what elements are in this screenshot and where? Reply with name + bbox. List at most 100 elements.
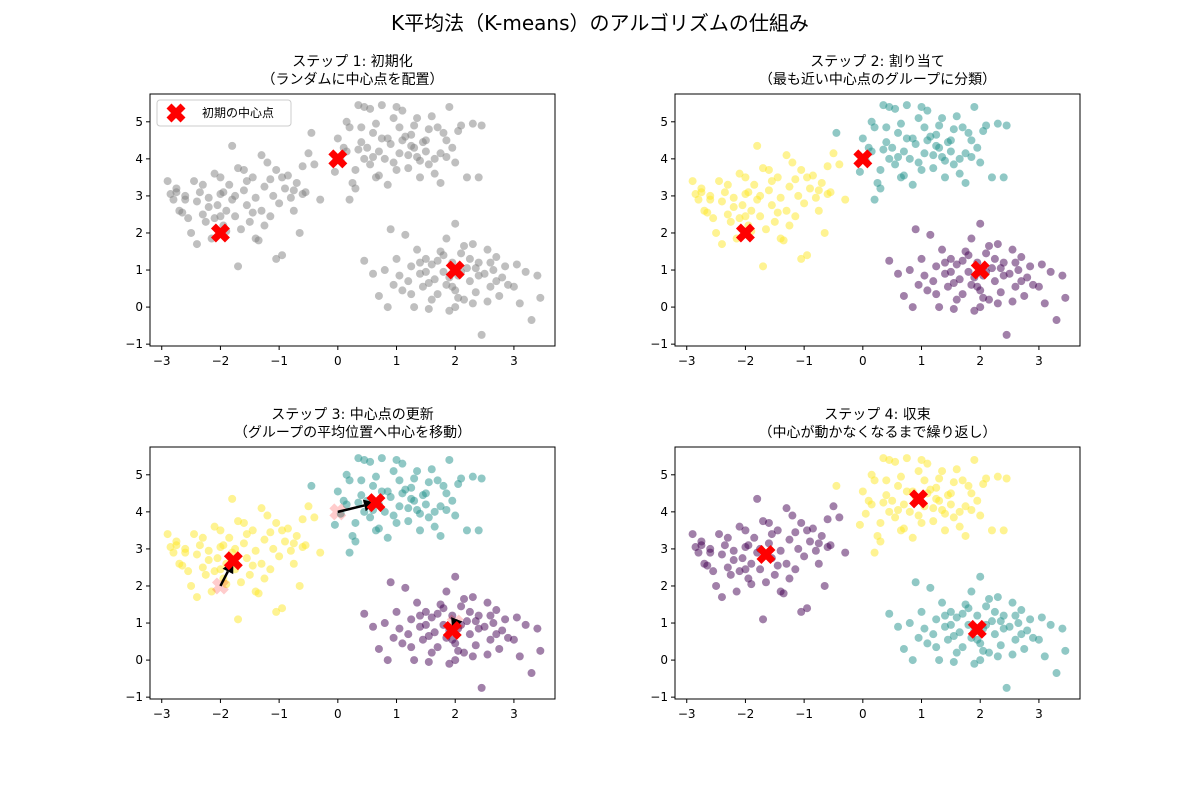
data-point <box>427 260 436 269</box>
data-point <box>316 195 325 204</box>
data-point <box>870 195 879 204</box>
data-point <box>427 613 436 622</box>
data-point <box>952 648 961 657</box>
data-point <box>958 123 967 132</box>
data-point <box>260 574 269 583</box>
data-point <box>407 483 416 492</box>
data-point <box>330 167 339 176</box>
data-point <box>976 572 985 581</box>
data-point <box>797 165 806 174</box>
data-point <box>536 293 545 302</box>
data-point <box>935 143 944 152</box>
data-point <box>876 518 885 527</box>
chart-panel-1: ステップ 1: 初期化 （ランダムに中心点を配置） −3 −2 −1 0 1 2 3 −1 0 1 2 3… <box>125 53 556 368</box>
data-point <box>773 208 782 217</box>
data-point <box>263 158 272 167</box>
y-tick-label: 2 <box>135 226 143 240</box>
data-point <box>920 123 929 132</box>
data-point <box>451 656 460 665</box>
data-point <box>172 541 181 550</box>
x-tick-label: 1 <box>918 354 926 368</box>
x-tick-label: 2 <box>451 707 459 721</box>
data-point <box>967 153 976 161</box>
x-tick-label: −1 <box>270 707 288 721</box>
data-point <box>392 102 401 111</box>
data-point <box>961 149 970 158</box>
data-point <box>392 455 401 464</box>
data-point <box>451 511 460 520</box>
data-point <box>952 465 961 474</box>
data-point <box>920 476 929 485</box>
data-point <box>445 102 454 111</box>
data-point <box>398 489 407 498</box>
data-point <box>961 502 970 511</box>
data-point <box>952 112 961 121</box>
data-point <box>1061 293 1070 302</box>
data-point <box>1011 635 1020 644</box>
data-point <box>747 580 756 589</box>
y-tick-label: 2 <box>135 579 143 593</box>
data-point <box>747 559 756 568</box>
data-point <box>445 455 454 464</box>
data-point <box>1002 121 1011 130</box>
data-point <box>723 533 732 542</box>
data-point <box>858 487 867 496</box>
data-point <box>870 123 879 132</box>
x-tick-label: −1 <box>270 354 288 368</box>
data-point <box>946 620 955 629</box>
data-point <box>753 494 762 503</box>
data-point <box>366 160 375 169</box>
data-point <box>198 563 207 572</box>
data-point <box>917 455 926 464</box>
data-point <box>926 230 935 239</box>
panel-title-line2: （ランダムに中心点を配置） <box>262 72 444 88</box>
data-point <box>1014 266 1023 275</box>
data-point <box>941 509 949 518</box>
data-point <box>448 496 457 505</box>
data-point <box>735 169 744 178</box>
data-point <box>260 182 269 191</box>
data-point <box>536 646 545 655</box>
data-point <box>982 121 991 130</box>
data-point <box>712 228 721 237</box>
data-point <box>1011 611 1020 620</box>
data-point <box>973 635 982 644</box>
data-point <box>1046 267 1055 276</box>
x-tick-label: 2 <box>451 354 459 368</box>
data-point <box>1046 620 1055 629</box>
data-point <box>501 615 510 624</box>
data-point <box>448 282 457 291</box>
data-point <box>251 546 260 555</box>
chart-panel-3: ステップ 3: 中心点の更新 （グループの平均位置へ中心を移動） −3 −2 −1 0 1 2… <box>125 407 556 721</box>
data-point <box>894 153 903 161</box>
data-point <box>460 594 469 603</box>
data-point <box>1002 474 1011 483</box>
data-point <box>424 304 433 313</box>
center-marker <box>967 619 987 639</box>
data-point <box>216 565 225 574</box>
axes-frame <box>674 446 1081 700</box>
data-point <box>248 526 257 535</box>
panel-title-line2: （最も近い中心点のグループに分類） <box>759 72 996 88</box>
center-marker <box>366 493 386 513</box>
data-point <box>392 518 401 527</box>
data-point <box>283 171 292 180</box>
data-point <box>424 632 433 640</box>
data-point <box>383 533 392 542</box>
data-point <box>278 251 287 260</box>
data-point <box>1002 330 1011 339</box>
data-point <box>430 169 439 178</box>
data-point <box>439 251 448 260</box>
data-point <box>483 650 492 659</box>
data-point <box>190 530 199 539</box>
data-point <box>465 607 474 616</box>
data-point <box>1052 316 1061 325</box>
data-point <box>416 611 424 620</box>
chart-panel-4: ステップ 4: 収束 （中心が動かなくなるまで繰り返し） −3 −2 −1 0 1 2 3 −1 0… <box>650 407 1081 721</box>
data-point <box>266 565 275 574</box>
data-point <box>961 531 970 540</box>
data-point <box>891 457 900 466</box>
data-point <box>894 128 903 137</box>
data-point <box>187 581 196 590</box>
data-point <box>946 500 955 509</box>
